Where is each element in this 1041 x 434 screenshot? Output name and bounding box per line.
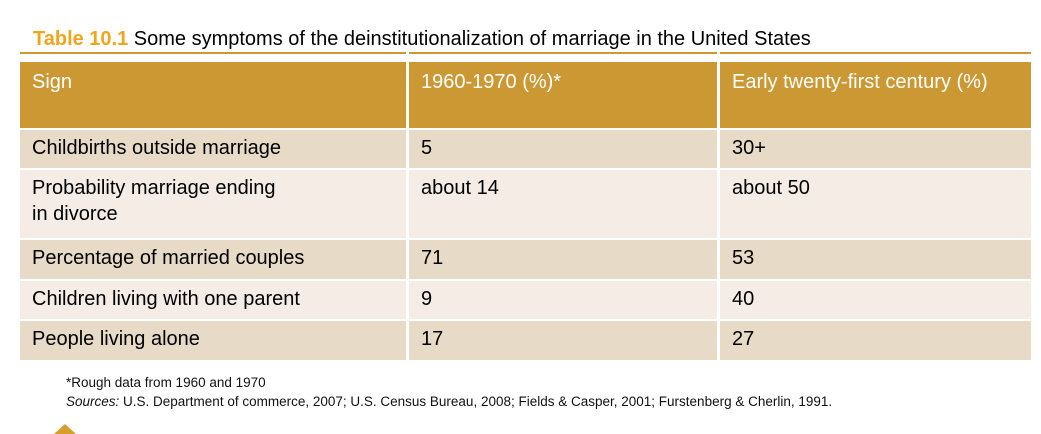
table-cell-1960-childbirths: 5 [409,130,717,168]
table-cell-sign-living-alone: People living alone [20,321,406,360]
table-cell-1960-living-alone: 17 [409,321,717,360]
column-header-21st-century: Early twenty-first century (%) [720,62,1031,128]
table-cell-sign-childbirths: Childbirths outside marriage [20,130,406,168]
table-cell-1960-married-couples: 71 [409,240,717,279]
table-cell-21st-one-parent: 40 [720,281,1031,319]
table-caption-text: Some symptoms of the deinstitutionalizat… [128,28,811,50]
table-cell-21st-married-couples: 53 [720,240,1031,279]
table-cell-21st-living-alone: 27 [720,321,1031,360]
sources-text: U.S. Department of commerce, 2007; U.S. … [119,393,833,409]
sources-label: Sources: [66,393,120,409]
table-footnotes: *Rough data from 1960 and 1970 Sources: … [66,374,832,411]
table-caption-number: Table 10.1 [33,28,129,50]
table-caption: Table 10.1 Some symptoms of the deinstit… [33,27,811,51]
table-cell-sign-one-parent: Children living with one parent [20,281,406,319]
table-cell-sign-married-couples: Percentage of married couples [20,240,406,279]
table-cell-1960-divorce: about 14 [409,170,717,238]
table-cell-sign-divorce: Probability marriage ending in divorce [20,170,406,238]
deinstitutionalization-table: Sign 1960-1970 (%)* Early twenty-first c… [20,62,1031,360]
footnote-sources: Sources: U.S. Department of commerce, 20… [66,393,832,412]
column-header-sign: Sign [20,62,406,128]
footnote-rough-data: *Rough data from 1960 and 1970 [66,375,266,390]
table-cell-21st-childbirths: 30+ [720,130,1031,168]
table-cell-21st-divorce: about 50 [720,170,1031,238]
table-cell-1960-one-parent: 9 [409,281,717,319]
gold-triangle-icon [54,424,76,434]
column-header-1960-1970: 1960-1970 (%)* [409,62,717,128]
table-top-border [20,52,1031,54]
